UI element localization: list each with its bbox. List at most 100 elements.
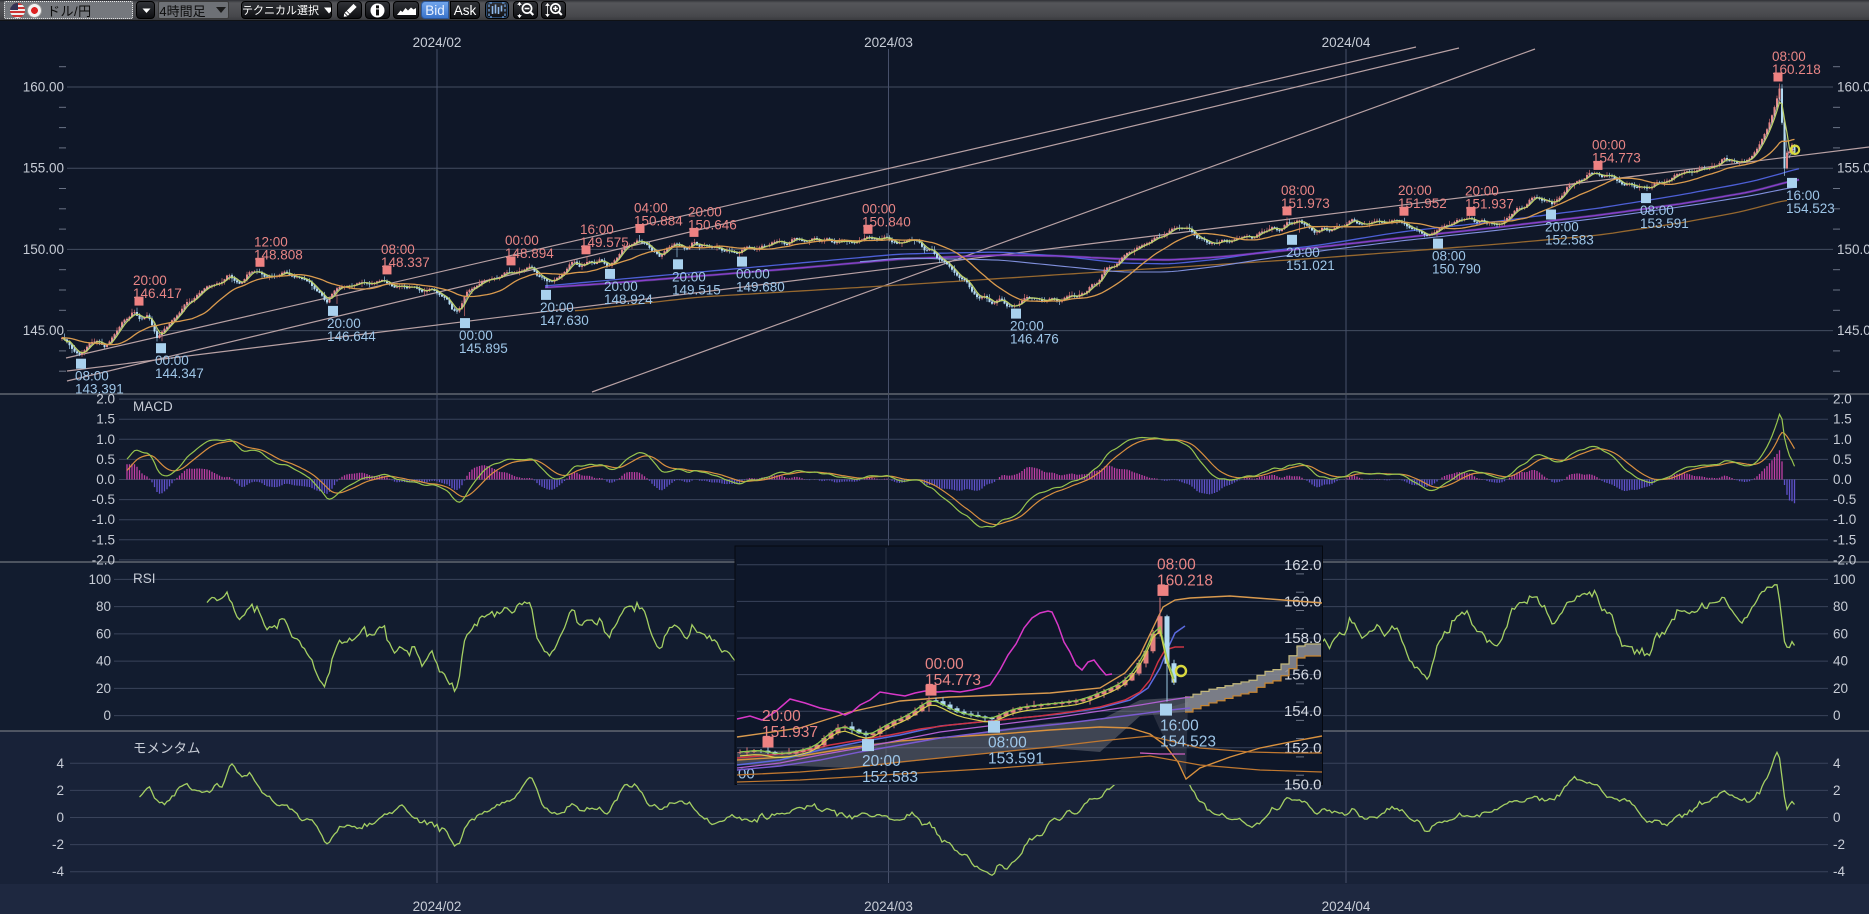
svg-text:151.021: 151.021 — [1286, 258, 1335, 273]
svg-text:-0.5: -0.5 — [1833, 492, 1856, 507]
svg-text:154.773: 154.773 — [1592, 150, 1641, 165]
svg-text:152.583: 152.583 — [862, 769, 918, 786]
svg-text:80: 80 — [1833, 599, 1848, 614]
svg-text:153.591: 153.591 — [1640, 216, 1689, 231]
svg-text:154.523: 154.523 — [1786, 201, 1835, 216]
svg-text:150.646: 150.646 — [688, 217, 737, 232]
svg-text:-4: -4 — [1833, 864, 1845, 879]
svg-text:2: 2 — [56, 783, 64, 798]
svg-text:149.515: 149.515 — [672, 282, 721, 297]
svg-text:0.0: 0.0 — [1833, 472, 1852, 487]
svg-text:145.895: 145.895 — [459, 341, 508, 356]
svg-text:-2.0: -2.0 — [92, 552, 115, 567]
svg-text:151.937: 151.937 — [762, 724, 818, 741]
svg-text:-0.5: -0.5 — [92, 492, 115, 507]
svg-text:155.00: 155.00 — [23, 161, 64, 176]
svg-text:100: 100 — [88, 572, 111, 587]
svg-text:00:00: 00:00 — [155, 353, 189, 368]
svg-text:160.00: 160.00 — [23, 80, 64, 95]
svg-text:1.0: 1.0 — [1833, 432, 1852, 447]
svg-text:08:00: 08:00 — [75, 369, 109, 384]
svg-text:16:00: 16:00 — [580, 222, 614, 237]
svg-text:20:00: 20:00 — [862, 753, 901, 770]
svg-text:160.218: 160.218 — [1157, 572, 1213, 589]
svg-text:2.0: 2.0 — [1833, 392, 1852, 407]
svg-text:151.973: 151.973 — [1281, 196, 1330, 211]
svg-text:20: 20 — [1833, 681, 1848, 696]
svg-text:0: 0 — [1833, 810, 1841, 825]
svg-text:148.924: 148.924 — [604, 292, 653, 307]
svg-text:-1.0: -1.0 — [92, 512, 115, 527]
svg-text:08:00: 08:00 — [1157, 556, 1196, 573]
svg-text:40: 40 — [1833, 654, 1848, 669]
svg-text:-2: -2 — [52, 837, 64, 852]
svg-text:1.0: 1.0 — [96, 432, 115, 447]
svg-text:145.00: 145.00 — [1837, 323, 1869, 338]
svg-text:00:00: 00:00 — [1592, 137, 1626, 152]
svg-text:160.218: 160.218 — [1772, 62, 1821, 77]
svg-text:20:00: 20:00 — [1398, 183, 1432, 198]
svg-text:00:00: 00:00 — [736, 267, 770, 282]
svg-text:20:00: 20:00 — [133, 273, 167, 288]
svg-text:00:00: 00:00 — [459, 328, 493, 343]
svg-text:-2: -2 — [1833, 837, 1845, 852]
svg-text:146.644: 146.644 — [327, 329, 376, 344]
svg-text:150.00: 150.00 — [23, 242, 64, 257]
svg-text:-4: -4 — [52, 864, 64, 879]
svg-text:146.476: 146.476 — [1010, 332, 1059, 347]
svg-text:143.391: 143.391 — [75, 382, 124, 397]
svg-text:0.5: 0.5 — [96, 452, 115, 467]
svg-text:149.680: 149.680 — [736, 280, 785, 295]
svg-text:08:00: 08:00 — [1640, 203, 1674, 218]
svg-text:150.884: 150.884 — [634, 214, 683, 229]
svg-text:60: 60 — [1833, 626, 1848, 641]
svg-text:4: 4 — [1833, 756, 1841, 771]
svg-text:4: 4 — [56, 756, 64, 771]
svg-text:16:00: 16:00 — [1160, 718, 1199, 735]
svg-text:2.0: 2.0 — [96, 392, 115, 407]
svg-text:20:00: 20:00 — [688, 204, 722, 219]
svg-text:00:00: 00:00 — [505, 233, 539, 248]
svg-text:20:00: 20:00 — [762, 708, 801, 725]
svg-text:40: 40 — [96, 654, 111, 669]
svg-text:1.5: 1.5 — [1833, 412, 1852, 427]
svg-text:152.583: 152.583 — [1545, 233, 1594, 248]
svg-text:20:00: 20:00 — [1010, 319, 1044, 334]
svg-text:MACD: MACD — [133, 399, 173, 414]
svg-text:08:00: 08:00 — [1432, 249, 1466, 264]
svg-text:08:00: 08:00 — [1281, 183, 1315, 198]
svg-text:-2.0: -2.0 — [1833, 552, 1856, 567]
svg-text:20:00: 20:00 — [672, 269, 706, 284]
svg-text:150.0: 150.0 — [1284, 776, 1322, 793]
svg-text:20:00: 20:00 — [327, 316, 361, 331]
svg-text:20:00: 20:00 — [540, 300, 574, 315]
svg-text:150.00: 150.00 — [1837, 242, 1869, 257]
svg-text:100: 100 — [1833, 572, 1856, 587]
svg-text:144.347: 144.347 — [155, 366, 204, 381]
svg-text:12:00: 12:00 — [254, 234, 288, 249]
svg-text:148.337: 148.337 — [381, 255, 430, 270]
svg-text:RSI: RSI — [133, 571, 156, 586]
svg-text:151.937: 151.937 — [1465, 196, 1514, 211]
svg-text:08:00: 08:00 — [988, 735, 1027, 752]
svg-text:2024/04: 2024/04 — [1322, 899, 1371, 914]
svg-text:0.5: 0.5 — [1833, 452, 1852, 467]
svg-text:154.773: 154.773 — [925, 672, 981, 689]
svg-text:146.417: 146.417 — [133, 286, 182, 301]
svg-text:2024/03: 2024/03 — [864, 899, 913, 914]
svg-text:20:00: 20:00 — [1545, 220, 1579, 235]
svg-text:147.630: 147.630 — [540, 313, 589, 328]
svg-text:162.0: 162.0 — [1284, 557, 1322, 574]
svg-text:2: 2 — [1833, 783, 1841, 798]
svg-text:04:00: 04:00 — [634, 201, 668, 216]
svg-text:149.575: 149.575 — [580, 235, 629, 250]
svg-text:151.952: 151.952 — [1398, 196, 1447, 211]
svg-text:0: 0 — [1833, 708, 1841, 723]
svg-text:80: 80 — [96, 599, 111, 614]
svg-text:60: 60 — [96, 626, 111, 641]
svg-text:154.0: 154.0 — [1284, 703, 1322, 720]
svg-text:08:00: 08:00 — [1772, 49, 1806, 64]
svg-text:-1.0: -1.0 — [1833, 512, 1856, 527]
svg-text:155.00: 155.00 — [1837, 161, 1869, 176]
svg-text:150.790: 150.790 — [1432, 262, 1481, 277]
